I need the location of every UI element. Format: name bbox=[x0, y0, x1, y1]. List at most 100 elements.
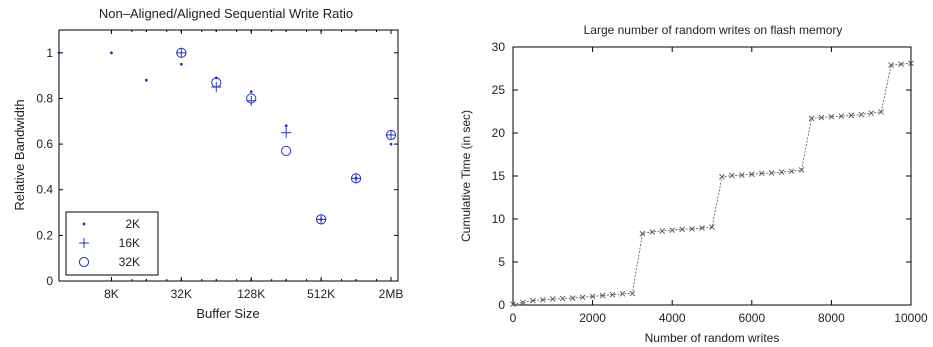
x-stroke-b bbox=[908, 60, 914, 67]
point-2K bbox=[110, 51, 113, 55]
left-data-points bbox=[57, 47, 397, 225]
x-stroke-b bbox=[858, 111, 865, 118]
point-32K bbox=[316, 214, 327, 225]
x-stroke-b bbox=[798, 167, 805, 173]
legend-marker-32K bbox=[78, 256, 90, 268]
point-x-marker bbox=[858, 111, 865, 118]
left-y-axis-label: Relative Bandwidth bbox=[12, 99, 27, 210]
point-x-marker bbox=[778, 169, 785, 175]
x-stroke-b bbox=[888, 62, 894, 68]
right-y-tick-label: 5 bbox=[498, 255, 505, 269]
x-stroke-b bbox=[838, 113, 845, 120]
point-x-marker bbox=[739, 172, 745, 178]
x-stroke-b bbox=[778, 169, 785, 175]
x-stroke-b bbox=[768, 170, 775, 176]
point-x-marker bbox=[689, 226, 695, 232]
point-x-marker bbox=[868, 110, 875, 117]
point-x-marker bbox=[679, 226, 685, 233]
legend-label-16K: 16K bbox=[119, 236, 140, 250]
right-x-tick-label: 4000 bbox=[659, 311, 686, 325]
point-x-marker bbox=[659, 228, 666, 234]
right-y-tick-label: 30 bbox=[492, 40, 506, 54]
right-y-tick-label: 25 bbox=[492, 83, 506, 97]
legend-box bbox=[65, 211, 159, 276]
x-stroke-b bbox=[520, 299, 526, 306]
x-stroke-b bbox=[579, 294, 586, 301]
x-stroke-b bbox=[619, 291, 626, 297]
left-x-tick-label: 8K bbox=[104, 287, 119, 301]
x-stroke-b bbox=[510, 301, 516, 307]
left-axis-ticks: 0 0.2 0.4 0.6 0.8 1 8K 32K 128K 512K 2MB bbox=[36, 30, 403, 301]
point-x-marker bbox=[540, 297, 546, 303]
x-stroke-b bbox=[589, 293, 596, 300]
point-x-marker bbox=[599, 292, 606, 299]
point-x-marker bbox=[589, 293, 596, 300]
left-y-tick-label: 0.6 bbox=[36, 137, 53, 151]
x-stroke-b bbox=[818, 114, 825, 121]
x-stroke-b bbox=[629, 290, 636, 297]
point-x-marker bbox=[908, 60, 914, 67]
x-stroke-b bbox=[559, 295, 566, 302]
left-y-tick-label: 0 bbox=[46, 274, 53, 288]
point-16K bbox=[316, 214, 327, 225]
point-x-marker bbox=[569, 295, 576, 301]
right-y-tick-label: 20 bbox=[492, 126, 506, 140]
right-y-tick-label: 10 bbox=[492, 212, 506, 226]
left-plot-frame bbox=[58, 29, 399, 282]
left-x-tick-label: 32K bbox=[171, 287, 192, 301]
left-y-tick-label: 0.4 bbox=[36, 183, 53, 197]
x-stroke-b bbox=[599, 292, 606, 299]
point-x-marker bbox=[758, 170, 765, 177]
x-stroke-b bbox=[758, 170, 765, 177]
x-stroke-b bbox=[719, 174, 725, 180]
point-32K bbox=[281, 145, 292, 157]
point-x-marker bbox=[838, 113, 845, 120]
x-stroke-b bbox=[898, 61, 904, 68]
right-axis-ticks: 0 5 10 15 20 25 30 0 2000 4000 6000 8000 10000 bbox=[492, 40, 928, 325]
series-line bbox=[512, 62, 912, 305]
point-x-marker bbox=[579, 294, 586, 301]
x-stroke-b bbox=[689, 226, 695, 232]
x-stroke-b bbox=[639, 230, 646, 237]
right-x-axis-label: Number of random writes bbox=[645, 331, 780, 345]
point-x-marker bbox=[888, 62, 894, 68]
legend-items: 2K 16K 32K bbox=[78, 217, 140, 269]
point-x-marker bbox=[559, 295, 566, 302]
right-chart: Large number of random writes on flash m… bbox=[459, 23, 928, 345]
point-x-marker bbox=[898, 61, 904, 68]
right-chart-title: Large number of random writes on flash m… bbox=[584, 23, 843, 37]
point-x-marker bbox=[848, 112, 855, 119]
point-32K bbox=[211, 77, 222, 88]
right-y-axis-label: Cumulative Time (in sec) bbox=[459, 110, 473, 242]
right-x-tick-label: 10000 bbox=[894, 311, 928, 325]
point-16K bbox=[351, 173, 362, 184]
right-x-tick-label: 6000 bbox=[738, 311, 765, 325]
legend-marker-2K bbox=[82, 222, 86, 226]
left-x-tick-label: 128K bbox=[237, 287, 265, 301]
point-x-marker bbox=[699, 225, 705, 231]
point-16K bbox=[386, 129, 397, 140]
left-y-tick-label: 1 bbox=[46, 46, 53, 60]
right-x-tick-label: 8000 bbox=[818, 311, 845, 325]
point-x-marker bbox=[649, 229, 656, 235]
point-x-marker bbox=[768, 170, 775, 176]
x-stroke-b bbox=[530, 297, 536, 304]
point-32K bbox=[385, 129, 397, 141]
x-stroke-b bbox=[739, 172, 745, 178]
point-2K bbox=[249, 90, 253, 94]
point-2K bbox=[284, 124, 288, 128]
x-stroke-b bbox=[569, 295, 576, 301]
point-x-marker bbox=[639, 230, 646, 237]
point-x-marker bbox=[609, 291, 616, 298]
left-chart: Non–Aligned/Aligned Sequential Write Rat… bbox=[12, 6, 403, 321]
point-x-marker bbox=[828, 113, 835, 120]
point-x-marker bbox=[530, 297, 536, 304]
x-stroke-b bbox=[729, 172, 735, 179]
x-stroke-b bbox=[788, 168, 795, 175]
point-x-marker bbox=[788, 168, 795, 175]
point-16K bbox=[176, 47, 187, 58]
point-16K bbox=[281, 127, 292, 138]
point-x-marker bbox=[629, 290, 636, 297]
x-stroke-b bbox=[649, 229, 656, 235]
